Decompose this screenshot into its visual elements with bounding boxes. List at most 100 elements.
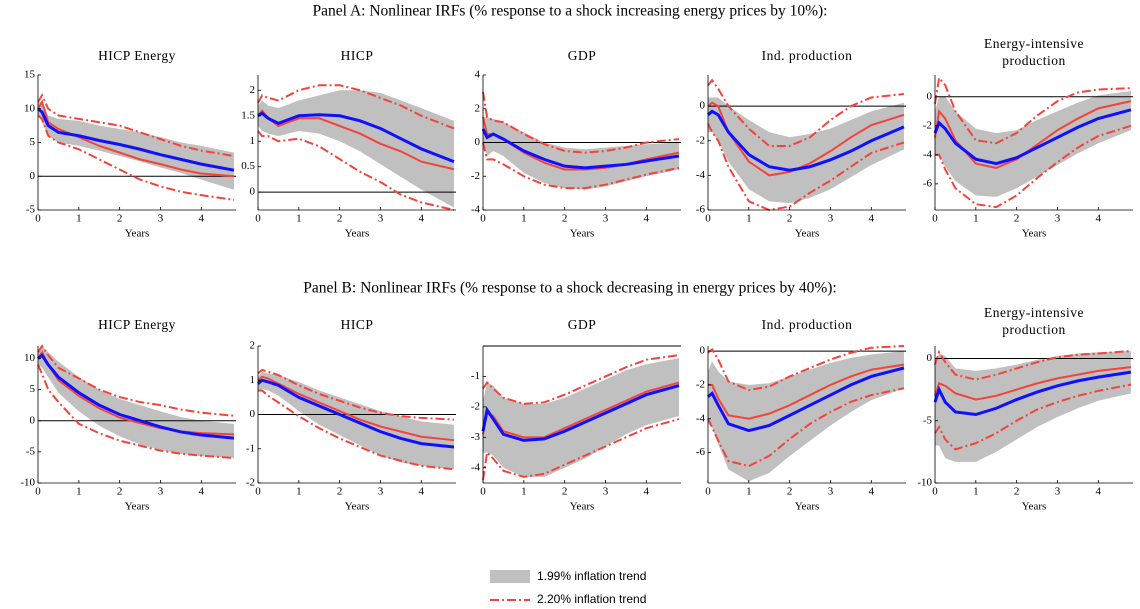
x-tick-label: 3 bbox=[158, 486, 164, 498]
x-axis-label: Years bbox=[795, 228, 820, 240]
x-axis-label: Years bbox=[570, 501, 595, 513]
x-tick-label: 1 bbox=[76, 486, 82, 498]
y-tick-label: 2 bbox=[250, 340, 256, 352]
x-axis-label: Years bbox=[125, 501, 150, 513]
chart-title: production bbox=[1002, 322, 1066, 337]
x-tick-label: 2 bbox=[337, 486, 343, 498]
x-tick-label: 2 bbox=[1014, 213, 1020, 225]
x-tick-label: 1 bbox=[521, 213, 527, 225]
median-line bbox=[37, 353, 235, 440]
confidence-band bbox=[38, 102, 234, 190]
x-tick-label: 3 bbox=[1055, 486, 1061, 498]
x-tick-label: 4 bbox=[869, 213, 875, 225]
y-tick-label: -5 bbox=[26, 204, 36, 216]
chart-title: GDP bbox=[568, 48, 597, 63]
chart-title: Ind. production bbox=[762, 48, 853, 63]
x-axis-label: Years bbox=[1022, 228, 1047, 240]
interval-line bbox=[707, 345, 905, 392]
x-axis-label: Years bbox=[345, 228, 370, 240]
interval-line bbox=[934, 383, 1132, 451]
x-tick-label: 3 bbox=[378, 486, 384, 498]
median-line bbox=[37, 99, 235, 178]
x-tick-label: 4 bbox=[1096, 213, 1102, 225]
median-line bbox=[257, 375, 455, 442]
x-tick-label: 2 bbox=[337, 213, 343, 225]
y-tick-label: 0 bbox=[700, 100, 706, 112]
median-line bbox=[934, 100, 1132, 169]
x-tick-label: 2 bbox=[117, 213, 123, 225]
median-line bbox=[934, 366, 1132, 401]
x-tick-label: 3 bbox=[828, 213, 834, 225]
y-tick-label: 10 bbox=[24, 352, 36, 364]
x-tick-label: 0 bbox=[932, 486, 938, 498]
x-tick-label: 0 bbox=[35, 213, 41, 225]
median-line bbox=[37, 107, 235, 172]
y-tick-label: -5 bbox=[923, 414, 933, 426]
confidence-band bbox=[38, 346, 234, 459]
y-tick-label: -2 bbox=[696, 134, 705, 146]
median-line bbox=[707, 366, 905, 433]
y-tick-label: 1 bbox=[250, 374, 256, 386]
median-line bbox=[257, 378, 455, 449]
y-tick-label: -2 bbox=[246, 477, 255, 489]
interval-line bbox=[934, 75, 1132, 145]
y-tick-label: -4 bbox=[471, 461, 481, 473]
median-line bbox=[708, 363, 905, 420]
x-tick-label: 0 bbox=[35, 486, 41, 498]
x-tick-label: 3 bbox=[378, 213, 384, 225]
x-tick-label: 3 bbox=[1055, 213, 1061, 225]
y-tick-label: 5 bbox=[30, 136, 36, 148]
chart-title: production bbox=[1002, 53, 1066, 68]
interval-line bbox=[37, 364, 235, 460]
x-tick-label: 4 bbox=[644, 213, 650, 225]
interval-line bbox=[257, 84, 455, 130]
interval-line bbox=[257, 130, 455, 211]
x-tick-label: 2 bbox=[562, 486, 568, 498]
y-tick-label: -2 bbox=[923, 119, 932, 131]
confidence-band bbox=[483, 358, 679, 477]
x-tick-label: 1 bbox=[296, 486, 302, 498]
interval-line bbox=[935, 124, 1132, 209]
x-tick-label: 4 bbox=[199, 213, 205, 225]
chart-title: Energy-intensive bbox=[984, 36, 1084, 51]
x-tick-label: 0 bbox=[705, 486, 711, 498]
y-tick-label: -6 bbox=[696, 204, 706, 216]
y-tick-label: -2 bbox=[471, 400, 480, 412]
x-axis-label: Years bbox=[1022, 501, 1047, 513]
y-tick-label: 0 bbox=[927, 90, 933, 102]
y-tick-label: 0 bbox=[700, 345, 706, 357]
panel-title: Panel A: Nonlinear IRFs (% response to a… bbox=[313, 3, 828, 20]
chart-title: Ind. production bbox=[762, 317, 853, 332]
interval-line bbox=[707, 78, 905, 147]
median-line bbox=[481, 384, 680, 442]
interval-line bbox=[37, 344, 235, 417]
x-tick-label: 2 bbox=[117, 486, 123, 498]
x-tick-label: 0 bbox=[705, 213, 711, 225]
x-tick-label: 2 bbox=[787, 486, 793, 498]
median-line bbox=[933, 370, 1132, 417]
legend-label: 2.20% inflation trend bbox=[537, 592, 646, 606]
y-tick-label: -6 bbox=[923, 177, 933, 189]
chart-title: GDP bbox=[568, 317, 597, 332]
confidence-band bbox=[935, 350, 1131, 462]
x-tick-label: 1 bbox=[973, 213, 979, 225]
y-tick-label: -10 bbox=[20, 477, 35, 489]
x-tick-label: 3 bbox=[603, 486, 609, 498]
x-tick-label: 4 bbox=[1096, 486, 1102, 498]
x-tick-label: 0 bbox=[932, 213, 938, 225]
x-tick-label: 4 bbox=[419, 213, 425, 225]
median-line bbox=[707, 101, 905, 177]
y-tick-label: -10 bbox=[917, 477, 932, 489]
x-tick-label: 0 bbox=[255, 486, 261, 498]
y-tick-label: -4 bbox=[696, 412, 706, 424]
x-tick-label: 0 bbox=[255, 213, 261, 225]
y-tick-label: -2 bbox=[696, 378, 705, 390]
x-axis-label: Years bbox=[570, 228, 595, 240]
interval-line bbox=[482, 418, 680, 481]
y-tick-label: 4 bbox=[475, 69, 481, 81]
y-tick-label: 0 bbox=[250, 186, 256, 198]
x-tick-label: 1 bbox=[973, 486, 979, 498]
x-tick-label: 1 bbox=[746, 213, 752, 225]
median-line bbox=[257, 111, 455, 164]
interval-line bbox=[482, 142, 680, 190]
